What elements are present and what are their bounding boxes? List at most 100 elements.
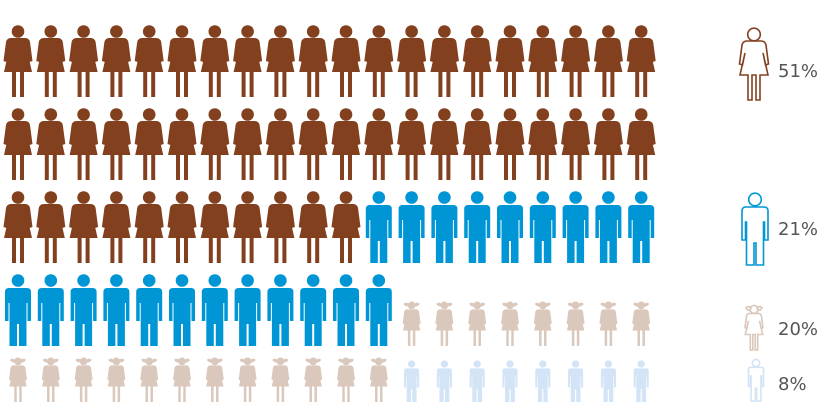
woman-icon — [265, 191, 295, 263]
girl-icon — [205, 357, 224, 402]
man-icon — [333, 274, 359, 346]
woman-icon — [36, 108, 66, 180]
girl-icon — [599, 301, 618, 346]
woman-icon — [561, 108, 591, 180]
boy-icon — [600, 360, 616, 402]
woman-icon — [69, 108, 99, 180]
woman-icon — [626, 108, 656, 180]
boy-outline-icon — [747, 358, 765, 402]
woman-icon — [364, 25, 394, 97]
woman-icon — [134, 191, 164, 263]
girl-icon — [632, 301, 651, 346]
boy-icon — [469, 360, 485, 402]
woman-icon — [626, 25, 656, 97]
man-icon — [37, 274, 64, 346]
woman-icon — [134, 108, 164, 180]
woman-icon — [265, 25, 295, 97]
woman-icon — [233, 25, 263, 97]
woman-icon — [298, 25, 328, 97]
boy-icon — [568, 360, 584, 402]
man-icon — [201, 274, 228, 346]
woman-icon — [3, 25, 33, 97]
legend-item-women: 51% — [738, 27, 818, 101]
woman-icon — [167, 25, 197, 97]
man-icon — [169, 274, 195, 346]
woman-icon — [3, 108, 33, 180]
girl-icon — [402, 301, 421, 346]
boy-icon — [502, 360, 518, 402]
woman-icon — [101, 108, 131, 180]
woman-icon — [69, 191, 99, 263]
legend-item-men: 21% — [741, 192, 818, 266]
woman-icon — [397, 25, 427, 97]
boy-icon — [633, 360, 649, 402]
woman-icon — [495, 108, 525, 180]
woman-icon — [397, 108, 427, 180]
man-icon — [70, 274, 97, 346]
woman-icon — [101, 25, 131, 97]
legend-label: 21% — [778, 219, 818, 240]
legend: 51% 21% 20% 8% — [738, 27, 818, 402]
woman-icon — [3, 191, 33, 263]
woman-icon — [233, 108, 263, 180]
woman-icon — [265, 108, 295, 180]
man-icon — [234, 274, 261, 346]
girl-icon — [140, 357, 159, 402]
woman-icon — [200, 108, 230, 180]
woman-icon — [429, 25, 459, 97]
girl-icon — [41, 357, 60, 402]
legend-label: 51% — [778, 61, 818, 82]
girl-icon — [271, 357, 290, 402]
woman-icon — [36, 25, 66, 97]
woman-icon — [101, 191, 131, 263]
boy-icon — [404, 360, 420, 402]
woman-icon — [593, 25, 623, 97]
girl-icon — [9, 357, 27, 402]
boy-icon — [436, 360, 452, 402]
man-icon — [136, 274, 163, 346]
woman-icon — [462, 25, 492, 97]
girl-icon — [533, 301, 552, 346]
girl-icon — [369, 357, 388, 402]
woman-icon — [36, 191, 66, 263]
girl-icon — [173, 357, 191, 402]
girl-icon — [435, 301, 454, 346]
man-icon — [267, 274, 294, 346]
girl-outline-icon — [744, 304, 764, 351]
girl-icon — [107, 357, 126, 402]
boy-icon — [535, 360, 551, 402]
man-icon — [103, 274, 130, 346]
man-icon — [595, 191, 622, 263]
woman-icon — [167, 108, 197, 180]
girl-icon — [238, 357, 257, 402]
girl-icon — [74, 357, 93, 402]
woman-icon — [200, 25, 230, 97]
man-icon — [300, 274, 327, 346]
man-icon — [562, 191, 589, 263]
woman-icon — [331, 25, 361, 97]
woman-icon — [528, 25, 558, 97]
woman-icon — [528, 108, 558, 180]
woman-icon — [462, 108, 492, 180]
girl-icon — [468, 301, 487, 346]
woman-icon — [331, 108, 361, 180]
woman-icon — [298, 191, 328, 263]
man-icon — [365, 274, 392, 346]
legend-label: 20% — [778, 319, 818, 340]
woman-icon — [561, 25, 591, 97]
girl-icon — [501, 301, 519, 346]
woman-icon — [331, 191, 361, 263]
woman-icon — [593, 108, 623, 180]
man-icon — [497, 191, 523, 263]
man-icon — [398, 191, 425, 263]
man-outline-icon — [741, 192, 769, 266]
woman-icon — [429, 108, 459, 180]
woman-icon — [69, 25, 99, 97]
girl-icon — [337, 357, 355, 402]
icon-grid — [3, 25, 656, 402]
man-icon — [628, 191, 655, 263]
woman-icon — [233, 191, 263, 263]
girl-icon — [304, 357, 323, 402]
woman-icon — [134, 25, 164, 97]
